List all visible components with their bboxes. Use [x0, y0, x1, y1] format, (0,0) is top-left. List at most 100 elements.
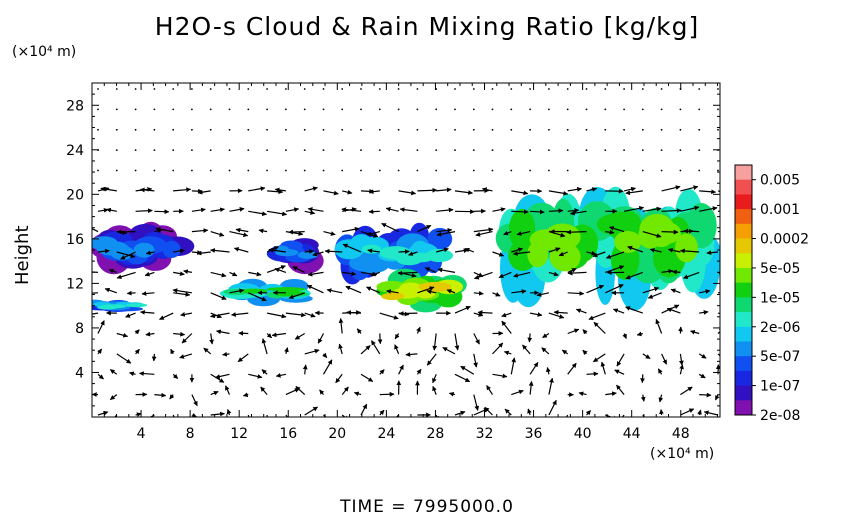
wind-vector	[510, 108, 513, 111]
colorbar-label: 0.0002	[760, 232, 809, 248]
wind-vector	[717, 88, 719, 90]
wind-vector	[491, 149, 494, 152]
x-tick-label: 48	[672, 426, 690, 442]
wind-vector	[426, 289, 437, 295]
wind-vector	[511, 389, 524, 396]
cloud-region	[495, 186, 720, 311]
wind-vector	[510, 169, 513, 172]
wind-vector	[604, 128, 607, 131]
wind-vector	[341, 128, 344, 131]
wind-vector	[529, 108, 531, 111]
wind-vector	[660, 88, 663, 90]
wind-vector	[641, 128, 644, 131]
wind-vector	[641, 149, 644, 152]
wind-vector	[381, 222, 399, 233]
wind-vector	[169, 394, 175, 400]
wind-vector	[661, 229, 679, 235]
wind-vector	[306, 284, 324, 294]
wind-vector	[492, 251, 505, 257]
x-tick-label: 36	[525, 426, 543, 442]
wind-vector	[454, 128, 456, 131]
wind-vector	[210, 292, 227, 300]
wind-vector	[323, 231, 336, 236]
wind-vector	[379, 409, 385, 416]
wind-vector	[342, 243, 362, 253]
wind-vector	[338, 343, 343, 355]
wind-vector	[229, 288, 245, 294]
wind-vector	[416, 108, 419, 111]
wind-vector	[285, 388, 300, 396]
colorbar-swatch	[735, 194, 752, 210]
x-tick-label: 16	[279, 426, 297, 442]
colorbar-swatch	[735, 370, 752, 386]
wind-vector	[378, 128, 381, 131]
wind-vector	[341, 386, 349, 395]
wind-vector	[548, 169, 550, 172]
wind-vector	[172, 169, 175, 172]
wind-vector	[477, 310, 493, 315]
wind-vector	[582, 329, 588, 335]
wind-vector	[197, 189, 211, 195]
wind-vector	[229, 231, 249, 238]
wind-vector	[454, 333, 460, 351]
wind-vector	[398, 249, 410, 255]
wind-vector	[529, 128, 531, 131]
wind-vector	[247, 108, 250, 111]
wind-vector	[491, 88, 494, 90]
wind-vector	[196, 250, 211, 256]
wind-vector	[210, 207, 225, 213]
wind-vector	[285, 207, 300, 213]
wind-vector	[472, 128, 475, 131]
wind-vector	[717, 271, 720, 274]
wind-vector	[116, 332, 129, 338]
wind-vector	[92, 271, 99, 273]
wind-vector	[698, 149, 701, 152]
wind-vector	[242, 392, 249, 398]
wind-vector	[642, 206, 662, 212]
colorbar-swatch	[735, 253, 752, 269]
wind-vector	[247, 128, 250, 131]
wind-vector	[370, 340, 381, 355]
wind-vector	[288, 292, 305, 300]
wind-vector	[548, 312, 565, 319]
wind-vector	[210, 271, 227, 278]
wind-vector	[612, 308, 625, 314]
wind-vector	[655, 318, 663, 334]
wind-vector	[173, 248, 185, 254]
x-tick-label: 4	[137, 426, 146, 442]
wind-vector	[145, 250, 155, 256]
wind-vector	[511, 190, 529, 196]
wind-vector	[659, 409, 664, 416]
wind-vector	[125, 312, 136, 318]
cloud-cell	[675, 233, 698, 263]
wind-vector	[660, 169, 663, 172]
wind-vector	[498, 271, 512, 279]
wind-vector	[510, 149, 513, 152]
wind-vector	[698, 128, 701, 131]
wind-vector	[510, 88, 513, 90]
wind-vector	[647, 292, 662, 299]
wind-vector	[307, 207, 324, 212]
cloud-cell	[614, 230, 642, 253]
wind-vector	[115, 149, 118, 152]
wind-vector	[109, 394, 118, 401]
wind-vector	[261, 338, 268, 355]
colorbar-swatch	[735, 297, 752, 313]
wind-vector	[284, 347, 289, 355]
wind-vector	[473, 353, 478, 368]
wind-vector	[623, 128, 625, 131]
wind-vector	[129, 371, 136, 377]
wind-vector	[274, 267, 287, 273]
wind-vector	[446, 289, 456, 294]
y-tick-label: 12	[66, 276, 84, 292]
wind-vector	[567, 270, 587, 276]
wind-vector	[680, 185, 699, 192]
wind-vector	[173, 187, 192, 193]
colorbar-swatch	[735, 223, 752, 239]
wind-vector	[542, 332, 550, 339]
y-tick-label: 8	[75, 321, 84, 337]
wind-vector	[484, 406, 493, 416]
wind-vector	[636, 331, 643, 337]
wind-vector	[366, 231, 380, 237]
wind-vector	[341, 149, 344, 152]
